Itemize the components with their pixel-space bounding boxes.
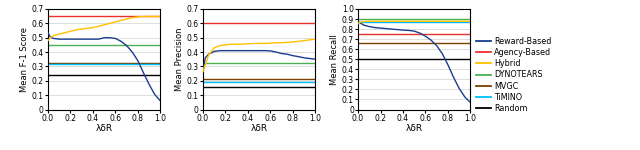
Y-axis label: Mean Recall: Mean Recall (330, 34, 339, 85)
Legend: Reward-Based, Agency-Based, Hybrid, DYNOTEARS, MVGC, TiMINO, Random: Reward-Based, Agency-Based, Hybrid, DYNO… (476, 37, 552, 113)
X-axis label: λδR: λδR (251, 124, 268, 133)
X-axis label: λδR: λδR (95, 124, 113, 133)
Y-axis label: Mean F-1 Score: Mean F-1 Score (20, 27, 29, 92)
X-axis label: λδR: λδR (406, 124, 423, 133)
Y-axis label: Mean Precision: Mean Precision (175, 27, 184, 91)
